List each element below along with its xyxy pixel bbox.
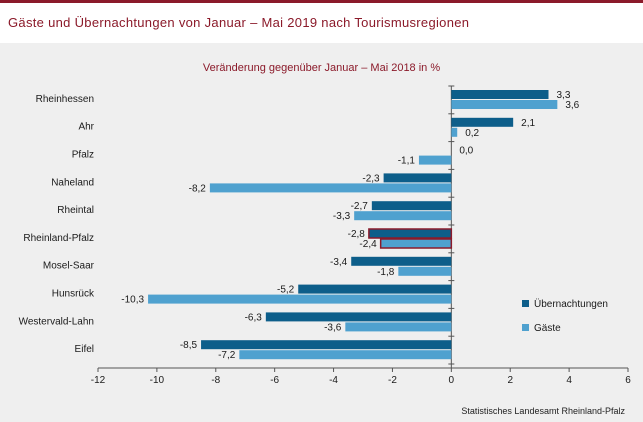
data-label: -3,6 — [324, 322, 342, 333]
data-label: -6,3 — [245, 312, 263, 323]
category-label: Naheland — [51, 177, 94, 188]
bar-gaeste — [345, 322, 452, 332]
bar-uebernachtungen — [368, 228, 453, 239]
data-label: -1,8 — [377, 267, 395, 278]
data-label: -3,4 — [330, 257, 348, 268]
bar-uebernachtungen — [201, 340, 452, 350]
bar-gaeste — [209, 183, 452, 193]
category-label: Hunsrück — [52, 289, 95, 300]
x-tick-label: -4 — [329, 375, 338, 386]
page-title: Gäste und Übernachtungen von Januar – Ma… — [8, 15, 470, 30]
category-label: Ahr — [78, 122, 94, 133]
category-label: Rheinhessen — [36, 94, 94, 105]
data-label: -5,2 — [277, 285, 295, 296]
x-tick-label: 4 — [566, 375, 572, 386]
data-label: 2,1 — [521, 118, 535, 129]
bar-gaeste — [148, 294, 452, 304]
bar-gaeste — [379, 238, 453, 249]
data-label: -2,7 — [351, 201, 369, 212]
bar-gaeste — [239, 350, 452, 360]
bar-uebernachtungen — [298, 284, 452, 294]
bar-gaeste — [418, 155, 452, 165]
x-tick-label: -6 — [270, 375, 279, 386]
data-label: 0,0 — [459, 146, 473, 157]
bar-uebernachtungen — [383, 173, 452, 183]
category-label: Mosel-Saar — [43, 261, 95, 272]
bar-gaeste — [451, 127, 458, 137]
legend-label: Übernachtungen — [534, 298, 608, 310]
x-tick-label: 0 — [449, 375, 455, 386]
top-accent-rule — [0, 0, 643, 3]
bar-uebernachtungen — [371, 201, 452, 211]
data-label: -2,8 — [348, 229, 366, 240]
category-label: Westervald-Lahn — [19, 316, 94, 327]
bar-uebernachtungen — [451, 90, 549, 99]
x-tick-label: -10 — [150, 375, 165, 386]
legend-swatch-gaeste — [522, 324, 529, 331]
data-label: -7,2 — [218, 350, 236, 361]
data-label: -2,4 — [359, 239, 377, 250]
data-label: -8,5 — [180, 340, 198, 351]
category-label: Rheintal — [57, 205, 94, 216]
category-label: Pfalz — [72, 150, 94, 161]
data-label: -10,3 — [121, 295, 144, 306]
data-label: -2,3 — [362, 173, 380, 184]
legend-label: Gäste — [534, 323, 561, 334]
data-label: 0,2 — [465, 128, 479, 139]
bar-uebernachtungen — [265, 312, 452, 322]
data-label: 3,3 — [557, 90, 571, 101]
data-label: 3,6 — [565, 100, 579, 111]
x-tick-label: -12 — [91, 375, 106, 386]
data-label: -1,1 — [398, 156, 416, 167]
bar-gaeste — [451, 100, 558, 109]
category-label: Eifel — [75, 344, 94, 355]
data-label: -8,2 — [189, 183, 207, 194]
source-note: Statistisches Landesamt Rheinland-Pfalz — [461, 406, 625, 416]
title-bar: Gäste und Übernachtungen von Januar – Ma… — [0, 3, 643, 43]
bar-gaeste — [398, 266, 452, 276]
x-tick-label: -2 — [388, 375, 397, 386]
legend-swatch-uebernachtungen — [522, 300, 529, 307]
data-label: -3,3 — [333, 211, 351, 222]
x-tick-label: 2 — [507, 375, 513, 386]
bar-gaeste — [354, 211, 452, 221]
chart-title: Veränderung gegenüber Januar – Mai 2018 … — [202, 62, 441, 74]
bar-uebernachtungen — [351, 256, 452, 266]
category-label: Rheinland-Pfalz — [23, 233, 94, 244]
x-tick-label: -8 — [211, 375, 220, 386]
bar-uebernachtungen — [451, 117, 514, 127]
x-tick-label: 6 — [625, 375, 631, 386]
